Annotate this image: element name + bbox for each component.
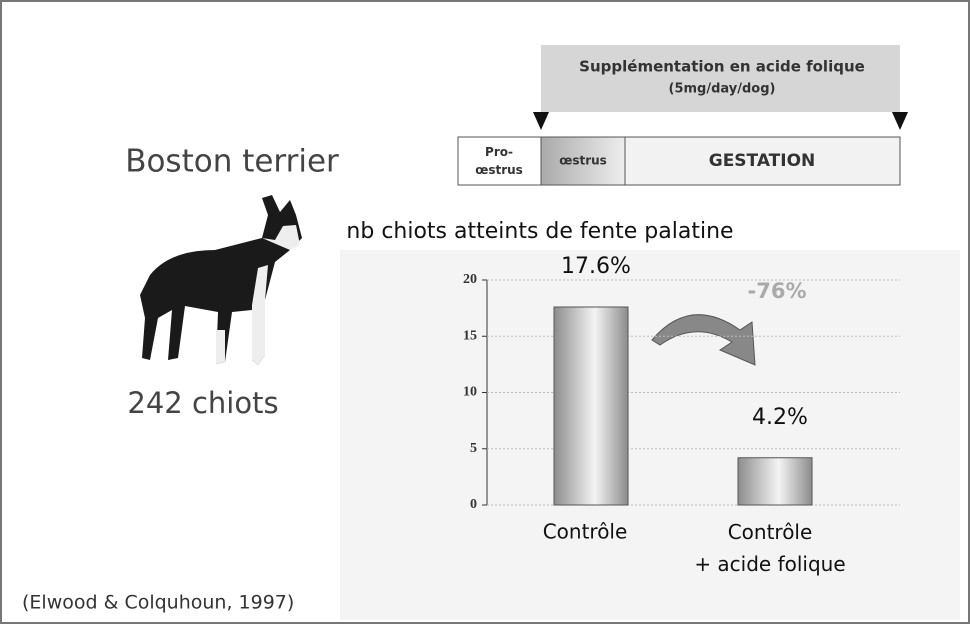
annotation: -76%: [748, 279, 807, 303]
y-tick-label: 20: [463, 272, 477, 287]
x-tick-label: Contrôle: [543, 520, 628, 544]
y-tick-label: 5: [470, 441, 477, 456]
source: (Elwood & Colquhoun, 1997): [22, 592, 294, 614]
banner-dose: (5mg/day/dog): [669, 82, 776, 97]
banner-title: Supplémentation en acide folique: [579, 58, 865, 76]
slide: Supplémentation en acide folique (5mg/da…: [0, 0, 970, 624]
y-tick-label: 15: [463, 328, 477, 343]
value-label: 17.6%: [561, 254, 631, 279]
breed: Boston terrier: [125, 144, 339, 180]
bar: [738, 458, 812, 505]
background-panel: [340, 250, 960, 620]
y-tick-label: 0: [470, 497, 477, 512]
phase-label: œstrus: [559, 154, 607, 168]
supplement-banner: [541, 45, 900, 112]
bar: [554, 307, 628, 505]
phase-label: GESTATION: [709, 151, 816, 171]
y-tick-label: 10: [463, 385, 477, 400]
puppy-count: 242 chiots: [127, 386, 278, 420]
chart-title: nb chiots atteints de fente palatine: [346, 219, 733, 244]
value-label: 4.2%: [752, 405, 808, 430]
